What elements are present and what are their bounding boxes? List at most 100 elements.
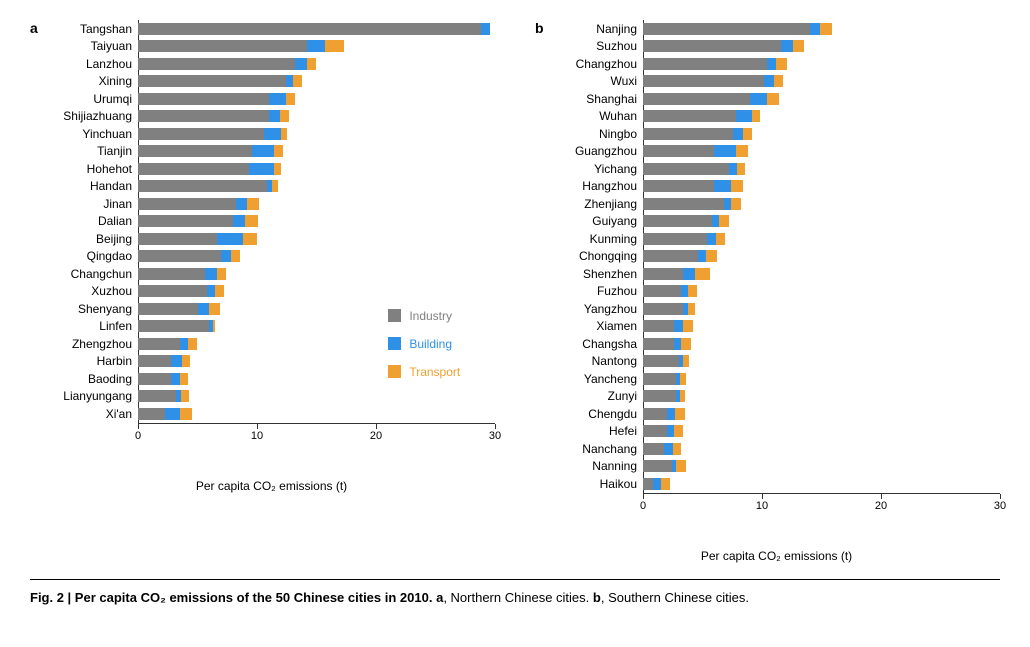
bar-track (643, 163, 1000, 175)
caption-b-label: b (593, 590, 601, 605)
bar-row: Yangzhou (553, 300, 1000, 318)
bar-segment-transport (673, 443, 681, 455)
bar-segment-industry (138, 58, 295, 70)
bar-segment-transport (213, 320, 215, 332)
city-label: Kunming (553, 233, 643, 245)
bar-segment-industry (138, 93, 269, 105)
bar-row: Nanchang (553, 440, 1000, 458)
figure-caption: Fig. 2 | Per capita CO₂ emissions of the… (30, 579, 1000, 605)
caption-a-text: , Northern Chinese cities. (443, 590, 589, 605)
city-label: Nanchang (553, 443, 643, 455)
bar-segment-industry (643, 128, 733, 140)
bar-track (138, 215, 495, 227)
bar-segment-industry (138, 128, 264, 140)
city-label: Nanjing (553, 23, 643, 35)
bar-row: Hefei (553, 423, 1000, 441)
bar-track (643, 93, 1000, 105)
bar-segment-transport (716, 233, 726, 245)
bar-segment-building (286, 75, 293, 87)
bar-segment-industry (643, 320, 674, 332)
bar-track (643, 338, 1000, 350)
bar-row: Beijing (48, 230, 495, 248)
bar-segment-transport (209, 303, 220, 315)
bar-segment-transport (293, 75, 303, 87)
caption-prefix: Fig. 2 | Per capita CO₂ emissions of the… (30, 590, 432, 605)
bar-segment-transport (674, 425, 684, 437)
bar-segment-transport (675, 408, 685, 420)
bar-segment-transport (688, 303, 695, 315)
bar-segment-building (667, 408, 675, 420)
bar-segment-industry (643, 93, 750, 105)
city-label: Urumqi (48, 93, 138, 105)
bar-track (643, 355, 1000, 367)
bar-row: Tianjin (48, 143, 495, 161)
bar-segment-industry (138, 303, 198, 315)
bar-segment-industry (138, 268, 205, 280)
bar-track (138, 233, 495, 245)
bar-row: Xiamen (553, 318, 1000, 336)
city-label: Nantong (553, 355, 643, 367)
bar-track (643, 58, 1000, 70)
bar-segment-transport (231, 250, 241, 262)
legend-swatch-icon (388, 365, 401, 378)
bar-row: Jinan (48, 195, 495, 213)
bar-track (643, 390, 1000, 402)
legend-label: Transport (409, 365, 460, 379)
bar-segment-transport (280, 110, 290, 122)
city-label: Zunyi (553, 390, 643, 402)
bar-track (643, 303, 1000, 315)
bar-row: Dalian (48, 213, 495, 231)
bar-track (643, 145, 1000, 157)
bar-track (138, 268, 495, 280)
city-label: Ningbo (553, 128, 643, 140)
bar-row: Changsha (553, 335, 1000, 353)
bar-segment-transport (307, 58, 317, 70)
bar-segment-building (653, 478, 661, 490)
city-label: Changsha (553, 338, 643, 350)
bar-row: Changchun (48, 265, 495, 283)
bar-row: Yancheng (553, 370, 1000, 388)
legend-swatch-icon (388, 337, 401, 350)
bar-track (643, 268, 1000, 280)
legend: IndustryBuildingTransport (388, 309, 460, 393)
bar-segment-industry (643, 250, 698, 262)
bar-segment-industry (138, 75, 286, 87)
bar-segment-transport (774, 75, 784, 87)
bar-track (138, 128, 495, 140)
bar-row: Zunyi (553, 388, 1000, 406)
city-label: Harbin (48, 355, 138, 367)
city-label: Chengdu (553, 408, 643, 420)
x-axis-title-b: Per capita CO₂ emissions (t) (553, 549, 1000, 563)
bar-segment-building (269, 110, 280, 122)
bar-row: Fuzhou (553, 283, 1000, 301)
bar-track (643, 198, 1000, 210)
city-label: Zhenjiang (553, 198, 643, 210)
city-label: Handan (48, 180, 138, 192)
bar-track (138, 93, 495, 105)
city-label: Changzhou (553, 58, 643, 70)
bar-segment-building (236, 198, 248, 210)
city-label: Chongqing (553, 250, 643, 262)
bar-segment-industry (643, 478, 653, 490)
bar-segment-building (714, 180, 731, 192)
bar-segment-industry (643, 285, 681, 297)
bar-row: Xuzhou (48, 283, 495, 301)
bar-segment-building (810, 23, 821, 35)
x-tick-label: 30 (489, 430, 501, 442)
bar-segment-building (171, 355, 182, 367)
bar-segment-building (221, 250, 231, 262)
city-label: Shanghai (553, 93, 643, 105)
bar-segment-transport (274, 163, 281, 175)
bar-track (643, 23, 1000, 35)
bar-row: Urumqi (48, 90, 495, 108)
bar-segment-building (264, 128, 281, 140)
city-label: Fuzhou (553, 285, 643, 297)
bar-segment-transport (681, 338, 691, 350)
bar-segment-industry (138, 110, 269, 122)
legend-label: Building (409, 337, 452, 351)
bar-segment-industry (643, 408, 667, 420)
bar-row: Kunming (553, 230, 1000, 248)
city-label: Wuhan (553, 110, 643, 122)
bar-segment-transport (680, 373, 686, 385)
bar-segment-industry (643, 163, 729, 175)
